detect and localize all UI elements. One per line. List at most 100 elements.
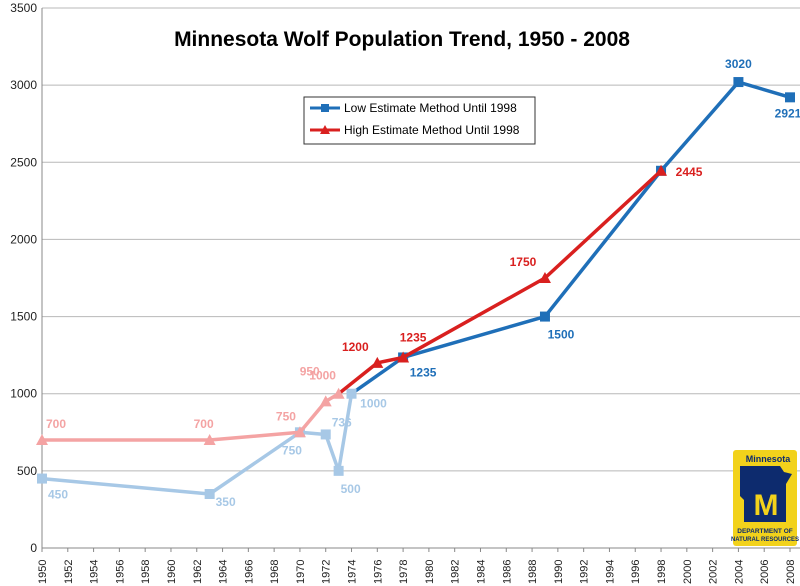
x-tick-label: 1976 [372,560,384,584]
y-tick-label: 3000 [10,78,37,92]
low-series-data-label: 750 [282,443,302,457]
high-series-segment [401,276,547,360]
logo-line-2: NATURAL RESOURCES [731,537,799,543]
x-tick-label: 1966 [243,560,255,584]
x-tick-label: 1986 [501,560,513,584]
x-tick-labels: 1950 1952 1954 1956 1958 1960 1962 1964 1966 1968… [37,548,797,584]
x-tick-label: 1974 [347,560,359,584]
logo-m-icon: M [754,489,779,522]
y-tick-label: 2000 [10,232,37,246]
high-series-segment [298,399,328,435]
x-tick-label: 1950 [37,560,49,584]
x-tick-label: 1956 [114,560,126,584]
x-tick-label: 2004 [733,560,745,584]
high-series-segment [543,169,663,280]
high-series-point [203,434,216,445]
low-series-data-label: 450 [48,488,68,502]
x-tick-label: 1954 [89,560,101,584]
low-series-point [785,92,795,103]
x-tick-label: 1990 [553,560,565,584]
low-series-point [37,473,47,484]
legend-box [303,96,536,145]
high-series-point [293,426,306,438]
y-tick-label: 500 [17,464,37,478]
low-series-point [204,489,215,499]
y-tick-label: 1500 [10,310,37,324]
x-tick-label: 1980 [424,560,436,584]
logo-line-1: DEPARTMENT OF [737,528,793,535]
high-series-data-label: 700 [46,417,66,431]
low-series-point [346,388,357,399]
high-series-point [36,434,48,445]
high-series-data-label: 2445 [676,165,703,179]
logo-state-name: Minnesota [746,454,791,464]
low-series-data-label: 1500 [548,328,575,342]
x-tick-label: 1964 [218,560,230,584]
legend-label-high: High Estimate Method Until 1998 [344,123,520,137]
y-tick-label: 3500 [10,1,37,15]
x-tick-label: 1968 [269,560,281,584]
high-series-point [319,395,332,407]
x-tick-label: 1994 [604,560,616,584]
low-series-point [320,429,331,440]
low-series-point [733,77,744,88]
high-series-data-label: 700 [194,417,214,431]
x-tick-label: 2008 [785,560,797,584]
low-series-data-label: 736 [332,415,352,429]
high-series-data-label: 1200 [342,340,369,354]
dnr-logo: Minnesota M DEPARTMENT OF NATURAL RESOUR… [731,450,799,546]
low-series-data-label: 350 [216,495,236,509]
low-series-data-label: 500 [341,482,361,496]
high-series-segment [375,355,405,365]
low-series-data-label: 3020 [725,57,752,71]
high-series-segment [207,430,302,442]
low-series-data-label: 1235 [410,365,437,379]
legend-label-low: Low Estimate Method Until 1998 [344,101,517,115]
low-series-segment [336,391,354,473]
x-tick-label: 1958 [140,560,152,584]
low-series-segment [40,476,212,496]
high-series-data-label: 950 [300,364,320,378]
y-tick-labels: 0 500 1000 1500 2000 2500 3000 3500 [10,1,37,555]
x-tick-label: 2006 [759,560,771,584]
y-tick-label: 2500 [10,155,37,169]
high-series-data-label: 750 [276,409,296,423]
data-labels: 450 350 750 736 500 1000 1235 1500 3020 2921 700 70… [46,57,800,509]
high-series-segment [336,361,380,396]
low-series-segment [349,355,405,396]
legend: Low Estimate Method Until 1998 High Esti… [303,96,536,145]
x-tick-label: 1978 [398,560,410,584]
high-series-data-label: 1235 [400,330,427,344]
x-tick-label: 1970 [295,560,307,584]
high-series-point [332,387,345,399]
x-tick-label: 1996 [630,560,642,584]
x-tick-label: 1984 [475,560,487,584]
minnesota-map-icon [740,466,792,522]
x-tick-label: 1992 [579,560,591,584]
low-series-data-label: 1000 [360,397,387,411]
high-series-point [397,351,410,363]
y-tick-label: 0 [30,541,37,555]
low-series-segment [323,432,341,473]
series-group [36,77,795,499]
high-series-point [371,356,384,368]
x-tick-label: 1982 [450,560,462,584]
x-tick-label: 1952 [63,560,75,584]
high-series-data-label: 1000 [309,369,336,383]
low-series-segment [659,80,741,173]
x-tick-label: 1988 [527,560,539,584]
high-series-point [538,272,551,283]
x-tick-label: 2000 [682,560,694,584]
low-series-segment [401,314,547,360]
x-tick-label: 2002 [708,560,720,584]
low-series-segment [736,80,792,100]
x-tick-label: 1960 [166,560,178,584]
y-tick-label: 1000 [10,387,37,401]
x-tick-label: 1972 [321,560,333,584]
low-series-point [539,311,550,322]
high-series-data-label: 1750 [510,255,537,269]
low-series-point [333,465,344,476]
low-series-data-label: 2921 [775,106,800,120]
gridlines [42,7,800,472]
